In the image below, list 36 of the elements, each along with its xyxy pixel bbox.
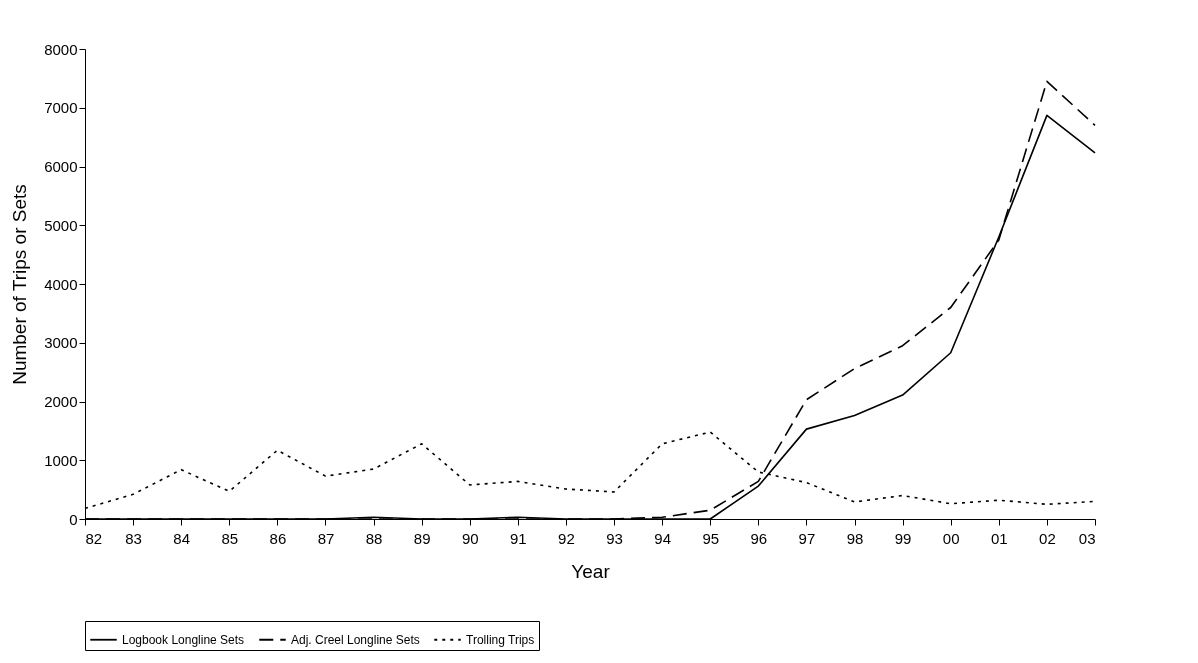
x-axis-title: Year [571, 560, 611, 582]
y-tick-label: 1000 [44, 451, 78, 469]
x-tick-label: 84 [173, 529, 191, 547]
x-tick-label: 03 [1078, 529, 1096, 547]
x-tick-label: 02 [1039, 529, 1056, 547]
x-tick-label: 87 [317, 529, 335, 547]
x-tick-label: 99 [894, 529, 912, 547]
x-tick-label: 97 [798, 529, 816, 547]
y-tick-label: 7000 [44, 99, 78, 117]
x-tick-label: 00 [942, 529, 960, 547]
y-tick-label: 3000 [44, 334, 78, 352]
x-tick-label: 82 [85, 529, 103, 547]
y-tick-label: 0 [69, 510, 78, 528]
x-tick-label: 01 [990, 529, 1008, 547]
x-tick-label: 98 [846, 529, 864, 547]
x-tick-label: 94 [654, 529, 671, 547]
x-tick-label: 83 [125, 529, 142, 547]
x-tick-label: 90 [461, 529, 479, 547]
y-tick-label: 8000 [44, 40, 78, 58]
y-axis-title: Number of Trips or Sets [9, 184, 31, 385]
x-tick-label: 93 [606, 529, 623, 547]
x-tick-label: 92 [558, 529, 575, 547]
x-tick-label: 96 [750, 529, 768, 547]
x-tick-label: 89 [413, 529, 431, 547]
y-tick-label: 5000 [44, 216, 78, 234]
y-tick-label: 2000 [44, 393, 78, 410]
legend-label: Adj. Creel Longline Sets [291, 632, 420, 647]
legend-label: Trolling Trips [466, 632, 535, 647]
x-tick-label: 91 [510, 529, 527, 547]
x-tick-label: 95 [702, 529, 720, 547]
x-tick-label: 85 [221, 529, 239, 547]
legend-label: Logbook Longline Sets [122, 632, 245, 647]
x-tick-label: 86 [269, 529, 287, 547]
y-tick-label: 4000 [44, 275, 78, 293]
y-tick-label: 6000 [44, 158, 78, 175]
x-tick-label: 88 [365, 529, 383, 547]
